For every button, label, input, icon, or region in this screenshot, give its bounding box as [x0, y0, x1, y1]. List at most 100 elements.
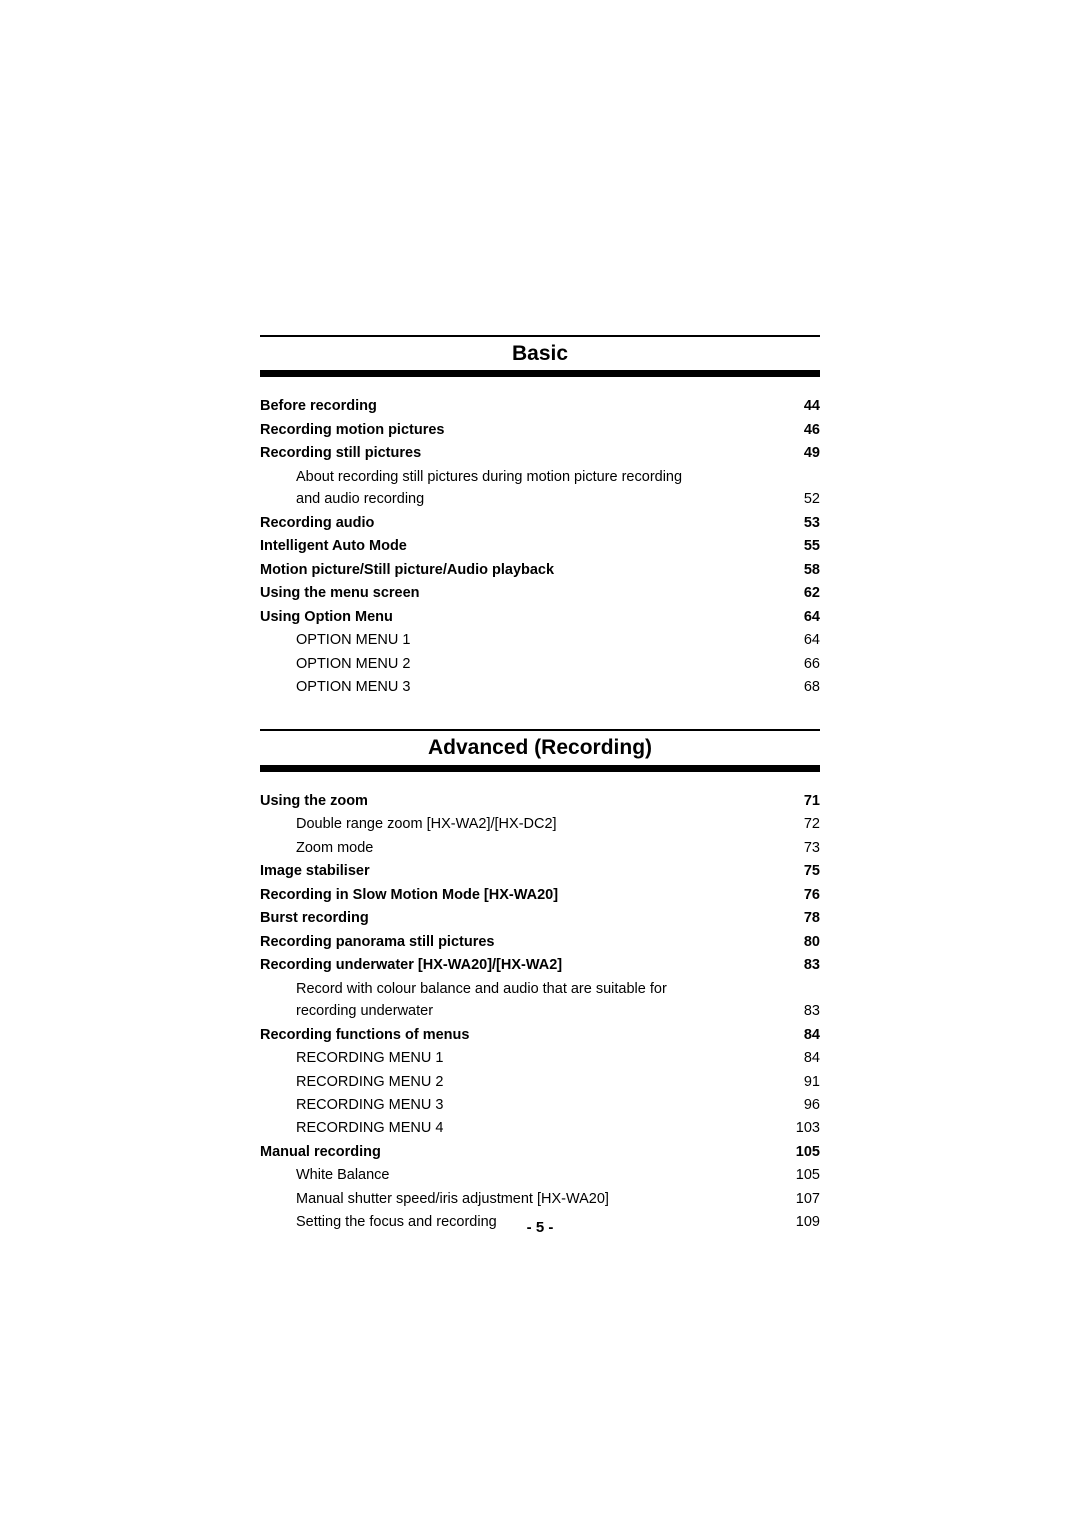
toc-entry: RECORDING MENU 3 96 — [260, 1094, 820, 1116]
toc-page-number: 66 — [800, 653, 820, 675]
toc-list: Using the zoom71Double range zoom [HX-WA… — [260, 790, 820, 1234]
toc-label: Recording in Slow Motion Mode [HX-WA20] — [260, 884, 558, 906]
section-title: Advanced (Recording) — [260, 733, 820, 762]
toc-page-number: 68 — [800, 676, 820, 698]
toc-page-number: 64 — [800, 606, 820, 628]
toc-label: recording underwater — [296, 1000, 433, 1022]
toc-label: Motion picture/Still picture/Audio playb… — [260, 559, 554, 581]
toc-label: Recording functions of menus — [260, 1024, 469, 1046]
document-page: BasicBefore recording44Recording motion … — [0, 0, 1080, 1526]
toc-page-number: 91 — [800, 1071, 820, 1093]
toc-entry: Zoom mode 73 — [260, 837, 820, 859]
toc-entry: Recording motion pictures 46 — [260, 419, 820, 441]
toc-entry: Before recording 44 — [260, 395, 820, 417]
toc-entry-line2: and audio recording 52 — [260, 488, 820, 510]
toc-label: RECORDING MENU 2 — [296, 1071, 443, 1093]
toc-entry: Recording functions of menus 84 — [260, 1024, 820, 1046]
toc-page-number: 73 — [800, 837, 820, 859]
toc-entry-line1: Record with colour balance and audio tha… — [260, 978, 820, 1000]
section-underline — [260, 770, 820, 772]
section-underline — [260, 375, 820, 377]
section-title: Basic — [260, 339, 820, 368]
toc-page-number: 53 — [800, 512, 820, 534]
toc-label: and audio recording — [296, 488, 424, 510]
toc-page-number: 64 — [800, 629, 820, 651]
toc-entry: Recording in Slow Motion Mode [HX-WA20] 7… — [260, 884, 820, 906]
toc-entry: About recording still pictures during mo… — [260, 466, 820, 511]
section-header: Advanced (Recording) — [260, 729, 820, 769]
table-of-contents: BasicBefore recording44Recording motion … — [260, 335, 820, 1234]
toc-page-number: 71 — [800, 790, 820, 812]
toc-page-number: 58 — [800, 559, 820, 581]
page-number: - 5 - — [0, 1219, 1080, 1236]
toc-label: Using Option Menu — [260, 606, 393, 628]
toc-page-number: 107 — [792, 1188, 820, 1210]
toc-page-number: 55 — [800, 535, 820, 557]
toc-label: RECORDING MENU 3 — [296, 1094, 443, 1116]
toc-entry: OPTION MENU 3 68 — [260, 676, 820, 698]
toc-label: Using the menu screen — [260, 582, 420, 604]
toc-entry: RECORDING MENU 2 91 — [260, 1071, 820, 1093]
toc-page-number: 52 — [800, 488, 820, 510]
toc-entry: Manual recording 105 — [260, 1141, 820, 1163]
toc-label: RECORDING MENU 4 — [296, 1117, 443, 1139]
toc-entry: Burst recording 78 — [260, 907, 820, 929]
toc-label: Manual shutter speed/iris adjustment [HX… — [296, 1188, 609, 1210]
toc-label: RECORDING MENU 1 — [296, 1047, 443, 1069]
toc-entry: Intelligent Auto Mode 55 — [260, 535, 820, 557]
toc-entry-line2: recording underwater 83 — [260, 1000, 820, 1022]
toc-page-number: 44 — [800, 395, 820, 417]
toc-label: White Balance — [296, 1164, 390, 1186]
toc-page-number: 84 — [800, 1047, 820, 1069]
toc-label: Image stabiliser — [260, 860, 370, 882]
toc-page-number: 96 — [800, 1094, 820, 1116]
toc-label: Recording panorama still pictures — [260, 931, 494, 953]
toc-label: OPTION MENU 2 — [296, 653, 410, 675]
toc-entry: Recording audio 53 — [260, 512, 820, 534]
toc-label: Recording audio — [260, 512, 374, 534]
toc-entry: Using Option Menu 64 — [260, 606, 820, 628]
toc-label: Burst recording — [260, 907, 369, 929]
toc-page-number: 49 — [800, 442, 820, 464]
toc-page-number: 72 — [800, 813, 820, 835]
toc-label: OPTION MENU 1 — [296, 629, 410, 651]
toc-page-number: 105 — [792, 1164, 820, 1186]
toc-page-number: 105 — [792, 1141, 820, 1163]
toc-label: Intelligent Auto Mode — [260, 535, 407, 557]
toc-page-number: 78 — [800, 907, 820, 929]
toc-label: Double range zoom [HX-WA2]/[HX-DC2] — [296, 813, 557, 835]
toc-entry: RECORDING MENU 4103 — [260, 1117, 820, 1139]
toc-label: Recording still pictures — [260, 442, 421, 464]
toc-entry: Image stabiliser 75 — [260, 860, 820, 882]
toc-page-number: 83 — [800, 954, 820, 976]
toc-list: Before recording44Recording motion pictu… — [260, 395, 820, 698]
toc-entry: White Balance 105 — [260, 1164, 820, 1186]
toc-label: Recording underwater [HX-WA20]/[HX-WA2] — [260, 954, 562, 976]
toc-page-number: 75 — [800, 860, 820, 882]
toc-page-number: 84 — [800, 1024, 820, 1046]
toc-entry: Using the menu screen62 — [260, 582, 820, 604]
toc-entry: Record with colour balance and audio tha… — [260, 978, 820, 1023]
toc-page-number: 46 — [800, 419, 820, 441]
section-header: Basic — [260, 335, 820, 375]
toc-entry: Using the zoom 71 — [260, 790, 820, 812]
toc-page-number: 80 — [800, 931, 820, 953]
toc-entry: Recording panorama still pictures 80 — [260, 931, 820, 953]
toc-entry: OPTION MENU 2 66 — [260, 653, 820, 675]
toc-entry: Manual shutter speed/iris adjustment [HX… — [260, 1188, 820, 1210]
toc-label: Recording motion pictures — [260, 419, 445, 441]
toc-label: Before recording — [260, 395, 377, 417]
toc-entry: OPTION MENU 1 64 — [260, 629, 820, 651]
toc-page-number: 83 — [800, 1000, 820, 1022]
toc-entry: Recording underwater [HX-WA20]/[HX-WA2] 8… — [260, 954, 820, 976]
toc-entry: RECORDING MENU 1 84 — [260, 1047, 820, 1069]
toc-label: Using the zoom — [260, 790, 368, 812]
toc-page-number: 76 — [800, 884, 820, 906]
toc-entry: Recording still pictures 49 — [260, 442, 820, 464]
toc-entry: Motion picture/Still picture/Audio playb… — [260, 559, 820, 581]
toc-entry-line1: About recording still pictures during mo… — [260, 466, 820, 488]
toc-label: Manual recording — [260, 1141, 381, 1163]
toc-entry: Double range zoom [HX-WA2]/[HX-DC2] 72 — [260, 813, 820, 835]
toc-label: Zoom mode — [296, 837, 373, 859]
toc-label: OPTION MENU 3 — [296, 676, 410, 698]
